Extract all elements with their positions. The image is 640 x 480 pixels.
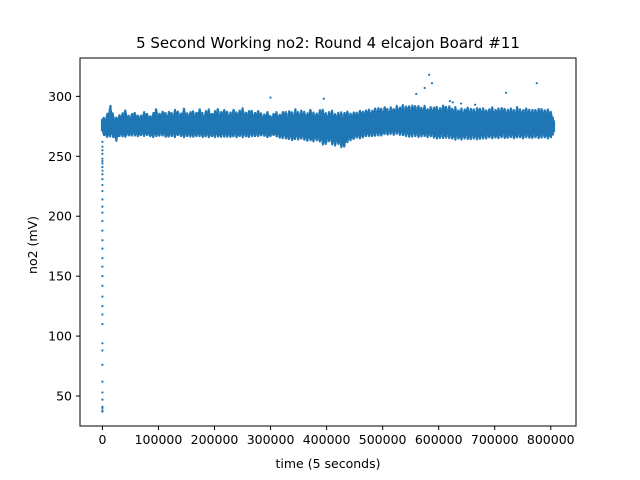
x-axis-label: time (5 seconds) <box>276 456 381 471</box>
startup-point <box>101 323 104 326</box>
outlier-point <box>322 97 325 100</box>
outlier-point <box>415 92 418 96</box>
x-tick-label: 700000 <box>471 432 519 447</box>
x-tick-label: 0 <box>98 432 106 447</box>
x-tick-label: 100000 <box>135 432 183 447</box>
startup-point <box>101 409 104 412</box>
startup-point <box>101 140 104 144</box>
startup-point <box>101 189 104 193</box>
outlier-point <box>460 102 463 105</box>
x-tick-label: 300000 <box>247 432 295 447</box>
startup-point <box>101 239 104 242</box>
outlier-point <box>423 86 426 90</box>
y-tick-label: 300 <box>48 89 72 104</box>
startup-point <box>101 398 104 401</box>
startup-point <box>101 391 104 394</box>
outlier-point <box>504 91 508 94</box>
outlier-points <box>269 73 538 106</box>
outlier-point <box>451 101 454 104</box>
x-tick-label: 600000 <box>415 432 463 447</box>
startup-point <box>101 149 104 152</box>
y-tick-label: 200 <box>48 209 72 224</box>
startup-point <box>101 275 104 278</box>
startup-point <box>101 265 104 268</box>
y-tick-label: 50 <box>56 389 72 404</box>
startup-point <box>101 169 104 172</box>
startup-point <box>101 380 104 383</box>
plot-area <box>100 73 556 413</box>
x-tick-label: 200000 <box>191 432 239 447</box>
chart-title: 5 Second Working no2: Round 4 elcajon Bo… <box>136 34 520 52</box>
startup-point <box>101 229 104 232</box>
x-tick-label: 400000 <box>303 432 351 447</box>
x-tick-label: 800000 <box>527 432 575 447</box>
startup-point <box>101 157 104 160</box>
startup-point <box>101 198 104 201</box>
startup-point <box>101 349 104 352</box>
y-tick-label: 250 <box>48 149 72 164</box>
startup-point <box>101 284 104 287</box>
outlier-point <box>428 73 431 76</box>
y-tick-label: 100 <box>48 329 72 344</box>
startup-point <box>101 363 104 366</box>
startup-point <box>101 162 104 165</box>
axes: 0 100000 200000 300000 400000 500000 600000 700… <box>48 57 577 447</box>
startup-point <box>101 152 104 155</box>
plot-frame <box>79 57 577 427</box>
outlier-point <box>269 96 272 99</box>
startup-point <box>101 219 104 223</box>
outlier-point <box>535 82 538 85</box>
startup-point <box>101 295 104 298</box>
startup-point <box>101 177 104 181</box>
x-tick-label: 500000 <box>359 432 407 447</box>
startup-point <box>101 257 104 260</box>
startup-point <box>101 305 104 308</box>
startup-point <box>101 205 104 208</box>
startup-point <box>101 211 104 214</box>
startup-point <box>101 183 104 187</box>
startup-point <box>101 313 104 316</box>
y-axis-label: no2 (mV) <box>25 216 40 274</box>
startup-point <box>101 165 104 169</box>
startup-point <box>101 342 104 345</box>
band-series <box>100 104 556 149</box>
startup-point <box>101 405 104 408</box>
startup-points <box>101 140 104 413</box>
startup-point <box>101 145 104 148</box>
outlier-point <box>430 82 434 85</box>
startup-point <box>101 173 104 176</box>
outlier-point <box>474 103 477 106</box>
outlier-point <box>448 100 451 103</box>
startup-point <box>101 247 104 250</box>
startup-point <box>101 159 104 163</box>
y-tick-label: 150 <box>48 269 72 284</box>
